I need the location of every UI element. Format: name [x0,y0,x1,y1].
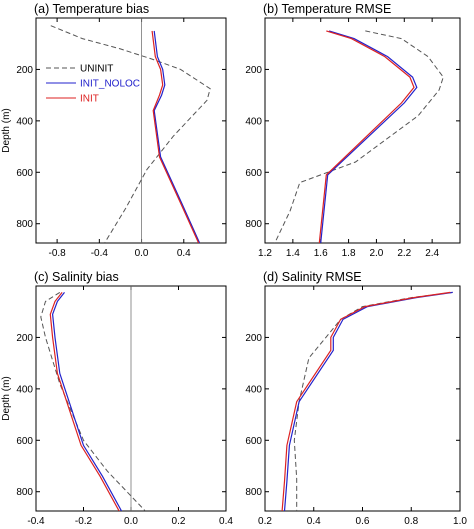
series-uninit [293,291,453,511]
y-tick-label: 800 [245,487,262,498]
x-tick-label: 0.4 [219,516,233,527]
legend-label: INIT_NOLOC [80,79,140,90]
panel-temperature-rmse: (b) Temperature RMSE 200 400 600 800 1.2 1.4 1.… [245,2,461,259]
x-tick-label: 1.2 [258,248,272,259]
y-tick-label: 800 [16,219,33,230]
x-tick-label: 1.8 [342,248,356,259]
legend: UNINIT INIT_NOLOC INIT [46,64,140,105]
x-tick-label: 0.4 [307,516,321,527]
series-init-noloc [51,292,123,511]
x-tick-label: -0.4 [27,516,45,527]
y-tick-label: 200 [245,65,262,76]
x-tick-label: 1.6 [314,248,328,259]
x-tick-label: -0.8 [48,248,66,259]
plot-frame [264,285,461,512]
x-tick-label: 0.2 [258,516,272,527]
chart-title: (c) Salinity bias [34,270,119,284]
x-tick-label: 0.6 [356,516,370,527]
x-tick-label: 1.0 [453,516,467,527]
y-axis-label: Depth (m) [1,376,12,420]
x-tick-label: 2.2 [397,248,411,259]
x-tick-label: 0.8 [404,516,418,527]
series-init-noloc [283,291,453,511]
chart-title: (d) Salinity RMSE [263,270,362,284]
x-tick-label: 0.0 [124,516,138,527]
legend-label: UNINIT [80,64,113,75]
y-tick-label: 600 [245,436,262,447]
y-tick-label: 200 [16,65,33,76]
series-uninit [274,30,444,243]
y-axis-label: Depth (m) [1,108,12,152]
x-tick-label: 0.2 [172,516,186,527]
series-init [151,30,200,243]
y-tick-label: 200 [16,333,33,344]
series-init [318,30,415,243]
y-tick-label: 800 [16,487,33,498]
series-init-noloc [153,30,201,243]
x-tick-label: 0.0 [135,248,149,259]
panel-temperature-bias: (a) Temperature bias 200 400 600 800 -0.8 -0.4… [1,2,227,259]
y-tick-label: 400 [245,384,262,395]
x-tick-label: 1.4 [286,248,300,259]
y-tick-label: 600 [245,168,262,179]
x-tick-label: 0.4 [177,248,191,259]
legend-label: INIT [80,94,99,105]
chart-title: (a) Temperature bias [34,2,149,16]
x-tick-label: -0.4 [91,248,109,259]
series-init [281,291,451,511]
plot-frame [35,17,227,244]
y-tick-label: 400 [245,116,262,127]
panel-salinity-rmse: (d) Salinity RMSE 200 400 600 800 0.2 0.4 0.6 0.… [245,270,467,527]
y-tick-label: 800 [245,219,262,230]
chart-title: (b) Temperature RMSE [263,2,391,16]
series-init-noloc [320,30,418,243]
y-tick-label: 200 [245,333,262,344]
panel-salinity-bias: (c) Salinity bias 200 400 600 800 -0.4 -0.2 0.0… [1,270,233,527]
y-tick-label: 600 [16,168,33,179]
x-tick-label: 2.0 [369,248,383,259]
series-init [49,292,120,511]
x-tick-label: 2.4 [425,248,439,259]
series-uninit [50,25,211,243]
x-tick-label: -0.2 [75,516,93,527]
y-tick-label: 400 [16,384,33,395]
y-tick-label: 400 [16,116,33,127]
plot-frame [264,17,461,244]
series-uninit [40,291,146,511]
y-tick-label: 600 [16,436,33,447]
